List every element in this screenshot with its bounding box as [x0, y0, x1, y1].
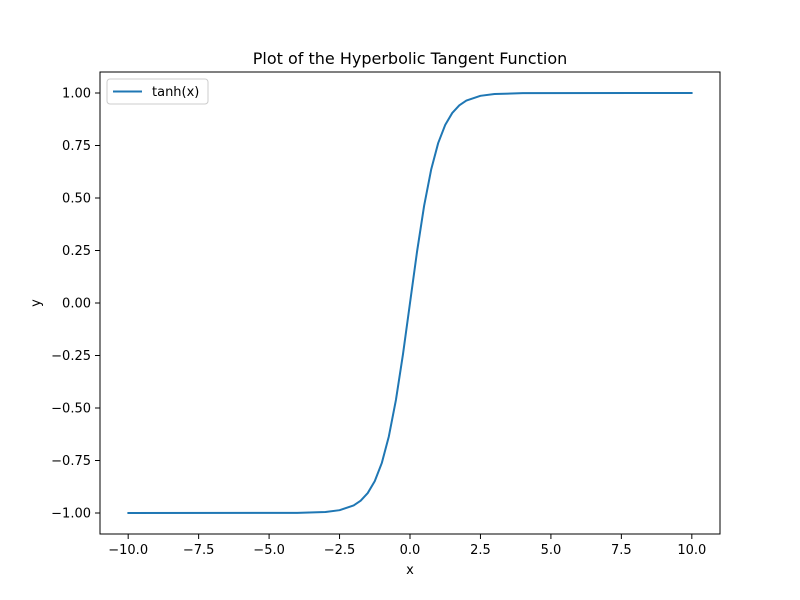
x-tick-label: 7.5: [611, 543, 632, 558]
y-tick-label: 1.00: [62, 87, 91, 102]
y-tick-label: 0.50: [62, 192, 91, 207]
x-tick-label: 10.0: [677, 543, 706, 558]
y-axis-label: y: [29, 299, 44, 307]
y-tick-label: 0.00: [62, 297, 91, 312]
y-tick-label: 0.75: [62, 139, 91, 154]
legend: tanh(x): [106, 78, 209, 105]
chart-title: Plot of the Hyperbolic Tangent Function: [253, 49, 568, 68]
y-tick-label: −0.25: [51, 349, 91, 364]
x-tick-label: −2.5: [324, 543, 356, 558]
x-axis-ticks: −10.0 −7.5 −5.0 −2.5 0.0 2.5 5.0 7.5 10.0: [108, 534, 706, 558]
series-layer: [127, 92, 693, 514]
y-tick-label: −1.00: [51, 507, 91, 522]
x-tick-label: −7.5: [183, 543, 215, 558]
y-axis-ticks: −1.00 −0.75 −0.50 −0.25 0.00 0.25 0.50 0.75 1.00: [51, 87, 100, 522]
legend-label: tanh(x): [152, 85, 199, 100]
plot-area: [99, 71, 721, 535]
x-tick-label: 5.0: [541, 543, 562, 558]
y-tick-label: −0.50: [51, 402, 91, 417]
x-tick-label: 0.0: [400, 543, 421, 558]
legend-box: [106, 78, 209, 105]
y-tick-label: −0.75: [51, 454, 91, 469]
x-tick-label: 2.5: [470, 543, 491, 558]
x-tick-label: −5.0: [253, 543, 285, 558]
x-tick-label: −10.0: [108, 543, 148, 558]
x-axis-label: x: [406, 563, 414, 578]
y-tick-label: 0.25: [62, 244, 91, 259]
series-line-tanh: [127, 92, 693, 514]
